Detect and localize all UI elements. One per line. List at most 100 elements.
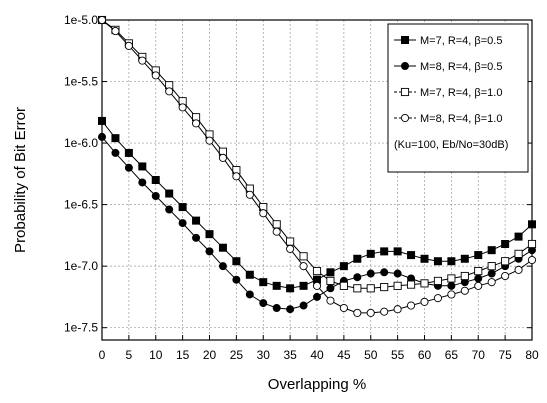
data-point xyxy=(151,175,160,184)
data-point xyxy=(447,281,456,290)
data-point xyxy=(299,281,308,290)
data-point xyxy=(312,292,321,301)
x-tick-label: 45 xyxy=(337,348,351,362)
y-tick-label: 1e-6.0 xyxy=(64,136,98,150)
data-point xyxy=(474,251,483,260)
data-point xyxy=(380,268,389,277)
legend-label: M=8, R=4, β=1.0 xyxy=(420,113,502,125)
data-point xyxy=(151,71,160,80)
data-point xyxy=(151,191,160,200)
data-point xyxy=(380,307,389,316)
data-point xyxy=(420,279,429,288)
series-2 xyxy=(98,132,537,314)
data-point xyxy=(245,190,254,199)
data-point xyxy=(501,257,510,266)
x-tick-label: 25 xyxy=(230,348,244,362)
x-tick-label: 55 xyxy=(391,348,405,362)
data-point xyxy=(165,205,174,214)
data-point xyxy=(353,308,362,317)
legend-box xyxy=(387,23,529,173)
x-tick-label: 65 xyxy=(445,348,459,362)
data-point xyxy=(353,273,362,282)
data-point xyxy=(286,237,295,246)
x-tick-label: 60 xyxy=(418,348,432,362)
data-point xyxy=(380,247,389,256)
data-point xyxy=(366,249,375,258)
data-point xyxy=(326,284,335,293)
data-point xyxy=(299,301,308,310)
data-point xyxy=(259,278,268,287)
data-point xyxy=(138,162,147,171)
data-point xyxy=(165,87,174,96)
data-point xyxy=(192,216,201,225)
data-point xyxy=(353,284,362,293)
data-point xyxy=(218,153,227,162)
data-point xyxy=(124,163,133,172)
data-point xyxy=(299,262,308,271)
y-tick-label: 1e-7.5 xyxy=(64,321,98,335)
data-point xyxy=(366,269,375,278)
data-point xyxy=(487,262,496,271)
data-point xyxy=(501,239,510,248)
data-point xyxy=(178,203,187,212)
legend: M=7, R=4, β=0.5 M=8, R=4, β=0.5 M=7, R=4, … xyxy=(387,23,529,173)
axis-ticks: 0 5 10 15 20 25 30 35 40 45 50 55 60 65 70 75 80 1e-5.0 1e… xyxy=(64,13,539,362)
x-tick-label: 80 xyxy=(525,348,539,362)
data-point xyxy=(433,276,442,285)
data-point xyxy=(272,303,281,312)
legend-marker xyxy=(400,62,409,71)
series-1 xyxy=(98,116,537,293)
data-point xyxy=(98,132,107,141)
legend-annotation: (Ku=100, Eb/No=30dB) xyxy=(394,139,508,151)
data-point xyxy=(407,280,416,289)
y-tick-label: 1e-5.0 xyxy=(64,13,98,27)
data-point xyxy=(528,220,537,229)
y-tick-label: 1e-7.0 xyxy=(64,259,98,273)
data-point xyxy=(527,239,537,249)
data-point xyxy=(286,305,295,314)
data-point xyxy=(447,257,456,266)
data-point xyxy=(232,172,241,181)
data-point xyxy=(218,262,227,271)
data-point xyxy=(339,303,348,313)
data-point xyxy=(97,15,107,25)
x-axis-title: Overlapping % xyxy=(268,376,366,393)
data-point xyxy=(272,220,281,229)
x-tick-label: 20 xyxy=(203,348,217,362)
data-point xyxy=(527,255,537,265)
data-point xyxy=(178,103,187,112)
x-tick-label: 30 xyxy=(257,348,271,362)
data-point xyxy=(339,262,348,271)
x-tick-label: 35 xyxy=(283,348,297,362)
x-tick-label: 75 xyxy=(498,348,512,362)
x-tick-label: 15 xyxy=(176,348,190,362)
data-point xyxy=(232,257,241,266)
data-point xyxy=(192,233,201,242)
series xyxy=(97,15,537,317)
legend-label: M=7, R=4, β=1.0 xyxy=(420,87,502,99)
data-point xyxy=(205,230,214,239)
x-tick-label: 0 xyxy=(99,348,106,362)
series-4 xyxy=(97,15,537,317)
data-point xyxy=(165,189,174,198)
data-point xyxy=(326,268,335,277)
data-point xyxy=(366,284,375,293)
x-tick-label: 50 xyxy=(364,348,378,362)
data-point xyxy=(192,119,201,128)
legend-marker xyxy=(400,36,409,45)
data-point xyxy=(393,305,402,314)
data-point xyxy=(353,254,362,263)
data-point xyxy=(460,271,469,281)
data-point xyxy=(514,232,523,241)
data-point xyxy=(286,244,295,253)
data-point xyxy=(380,283,389,292)
x-tick-label: 40 xyxy=(310,348,324,362)
data-point xyxy=(138,178,147,187)
data-point xyxy=(460,286,469,295)
data-point xyxy=(205,136,214,145)
data-point xyxy=(259,299,268,308)
data-point xyxy=(447,290,456,299)
data-point xyxy=(312,281,322,290)
data-point xyxy=(420,297,429,306)
